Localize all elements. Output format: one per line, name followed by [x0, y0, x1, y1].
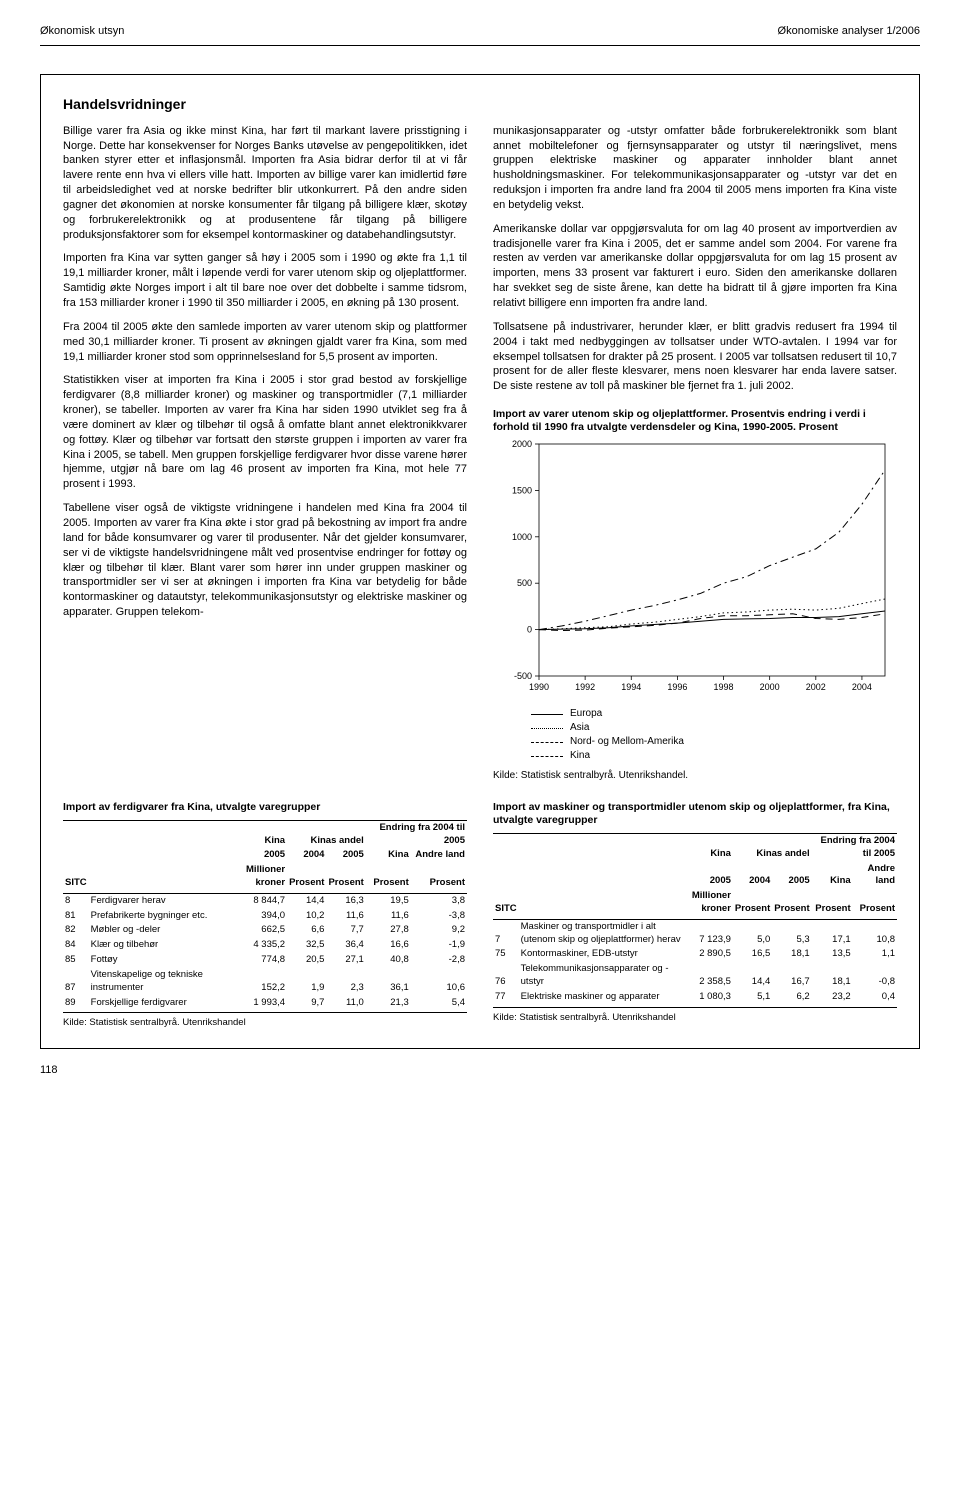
para: Amerikanske dollar var oppgjørsvaluta fo…: [493, 222, 897, 311]
para: Statistikken viser at importen fra Kina …: [63, 373, 467, 492]
chart-svg: -500 0 500 1000 1500 2000 1990 1992 1994 1996 1998…: [493, 438, 897, 698]
header-left: Økonomisk utsyn: [40, 24, 124, 39]
legend-swatch: [531, 742, 563, 743]
para: Billige varer fra Asia og ikke minst Kin…: [63, 124, 467, 243]
table-row: 75Kontormaskiner, EDB-utstyr2 890,516,51…: [493, 947, 897, 962]
svg-text:2002: 2002: [806, 682, 826, 692]
legend-row: Kina: [531, 749, 897, 763]
table-2-title: Import av maskiner og transportmidler ut…: [493, 801, 897, 827]
para: Tabellene viser også de viktigste vridni…: [63, 501, 467, 620]
legend-label: Kina: [570, 749, 590, 763]
svg-text:-500: -500: [514, 671, 532, 681]
table-row: 81Prefabrikerte bygninger etc.394,010,21…: [63, 909, 467, 924]
header-right: Økonomiske analyser 1/2006: [778, 24, 920, 39]
import-chart: Import av varer utenom skip og oljeplatt…: [493, 408, 897, 783]
para: Fra 2004 til 2005 økte den samlede impor…: [63, 320, 467, 365]
legend-label: Nord- og Mellom-Amerika: [570, 735, 684, 749]
table-row: 76Telekommunikasjonsapparater og -utstyr…: [493, 962, 897, 990]
article-box: Handelsvridninger Billige varer fra Asia…: [40, 74, 920, 1049]
legend-row: Asia: [531, 721, 897, 735]
table-2: Import av maskiner og transportmidler ut…: [493, 801, 897, 1031]
legend-label: Europa: [570, 707, 602, 721]
page-header: Økonomisk utsyn Økonomiske analyser 1/20…: [40, 24, 920, 46]
para: Tollsatsene på industrivarer, herunder k…: [493, 320, 897, 394]
table-row: 8Ferdigvarer herav8 844,714,416,319,53,8: [63, 893, 467, 908]
table-row: 87Vitenskapelige og tekniske instrumente…: [63, 968, 467, 996]
article-title: Handelsvridninger: [63, 95, 897, 114]
svg-text:1996: 1996: [667, 682, 687, 692]
table-row: 7Maskiner og transportmidler i alt (uten…: [493, 919, 897, 947]
table-row: 89Forskjellige ferdigvarer1 993,49,711,0…: [63, 996, 467, 1013]
chart-title: Import av varer utenom skip og oljeplatt…: [493, 408, 897, 434]
table-row: 85Fottøy774,820,527,140,8-2,8: [63, 953, 467, 968]
svg-text:1992: 1992: [575, 682, 595, 692]
chart-source: Kilde: Statistisk sentralbyrå. Utenriksh…: [493, 769, 897, 783]
svg-text:1994: 1994: [621, 682, 641, 692]
para: Importen fra Kina var sytten ganger så h…: [63, 251, 467, 310]
table-1-source: Kilde: Statistisk sentralbyrå. Utenriksh…: [63, 1017, 467, 1030]
legend-row: Nord- og Mellom-Amerika: [531, 735, 897, 749]
legend-swatch: [531, 728, 563, 729]
legend-swatch: [531, 714, 563, 715]
table-1: Import av ferdigvarer fra Kina, utvalgte…: [63, 801, 467, 1031]
svg-text:1990: 1990: [529, 682, 549, 692]
svg-text:500: 500: [517, 579, 532, 589]
table-row: 84Klær og tilbehør4 335,232,536,416,6-1,…: [63, 938, 467, 953]
table-1-grid: KinaKinas andelEndring fra 2004 til 2005…: [63, 820, 467, 1014]
table-row: 82Møbler og -deler662,56,67,727,89,2: [63, 923, 467, 938]
table-2-grid: KinaKinas andelEndring fra 2004 til 2005…: [493, 833, 897, 1008]
svg-text:2004: 2004: [852, 682, 872, 692]
svg-text:1000: 1000: [512, 532, 532, 542]
table-2-source: Kilde: Statistisk sentralbyrå. Utenriksh…: [493, 1012, 897, 1025]
svg-text:1500: 1500: [512, 486, 532, 496]
left-column: Billige varer fra Asia og ikke minst Kin…: [63, 124, 467, 783]
legend-swatch: [531, 756, 563, 757]
svg-text:1998: 1998: [714, 682, 734, 692]
para: munikasjonsapparater og -utstyr omfatter…: [493, 124, 897, 213]
table-row: 77Elektriske maskiner og apparater1 080,…: [493, 990, 897, 1007]
page-number: 118: [40, 1063, 920, 1078]
svg-text:2000: 2000: [512, 439, 532, 449]
table-1-title: Import av ferdigvarer fra Kina, utvalgte…: [63, 801, 467, 814]
legend-row: Europa: [531, 707, 897, 721]
svg-text:2000: 2000: [760, 682, 780, 692]
right-column: munikasjonsapparater og -utstyr omfatter…: [493, 124, 897, 783]
svg-text:0: 0: [527, 625, 532, 635]
chart-legend: EuropaAsiaNord- og Mellom-AmerikaKina: [493, 707, 897, 763]
legend-label: Asia: [570, 721, 589, 735]
